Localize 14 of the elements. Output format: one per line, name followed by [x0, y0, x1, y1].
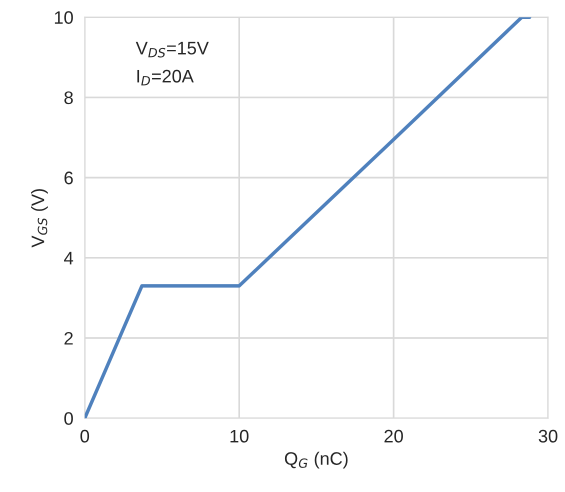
x-axis-title: Q$_{G}$ (nC) [284, 452, 348, 469]
y-tick-label: 10 [54, 11, 73, 24]
y-tick-label: 8 [64, 91, 73, 104]
y-tick-label: 0 [64, 412, 73, 425]
x-tick-label: 0 [80, 430, 90, 443]
y-tick-label: 6 [64, 172, 73, 184]
x-tick-label: 20 [384, 430, 403, 443]
annotation: V$_{DS}$=15V [136, 42, 209, 58]
y-tick-label: 2 [64, 332, 73, 345]
annotation: I$_{D}$=20A [137, 70, 194, 86]
y-tick-label: 4 [64, 252, 74, 264]
x-tick-label: 30 [538, 430, 558, 443]
y-axis-title: V$_{GS}$ (V) [31, 189, 48, 248]
x-tick-label: 10 [230, 430, 249, 443]
